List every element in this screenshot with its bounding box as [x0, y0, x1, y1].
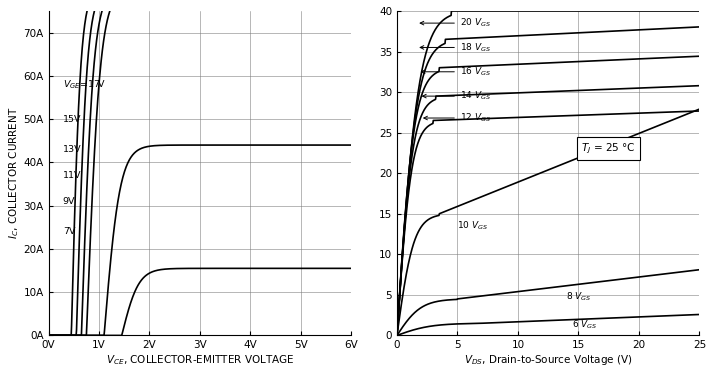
Y-axis label: $I_C$, COLLECTOR CURRENT: $I_C$, COLLECTOR CURRENT: [7, 107, 21, 239]
Text: 20 $V_{GS}$: 20 $V_{GS}$: [420, 17, 491, 30]
Text: 8 $V_{GS}$: 8 $V_{GS}$: [566, 290, 592, 303]
Text: 7V: 7V: [63, 227, 76, 236]
Text: 13V: 13V: [63, 145, 81, 154]
Text: 14 $V_{GS}$: 14 $V_{GS}$: [423, 90, 491, 102]
Text: 18 $V_{GS}$: 18 $V_{GS}$: [420, 41, 491, 54]
Text: 16 $V_{GS}$: 16 $V_{GS}$: [421, 65, 491, 78]
Text: 12 $V_{GS}$: 12 $V_{GS}$: [424, 112, 491, 124]
Text: 15V: 15V: [63, 114, 81, 123]
Text: $T_J$ = 25 °C: $T_J$ = 25 °C: [581, 142, 636, 156]
X-axis label: $V_{CE}$, COLLECTOR-EMITTER VOLTAGE: $V_{CE}$, COLLECTOR-EMITTER VOLTAGE: [106, 353, 294, 367]
Text: $V_{GE}$=17V: $V_{GE}$=17V: [63, 78, 106, 91]
Text: 6 $V_{GS}$: 6 $V_{GS}$: [573, 319, 598, 331]
Text: 10 $V_{GS}$: 10 $V_{GS}$: [458, 220, 488, 232]
X-axis label: $V_{DS}$, Drain-to-Source Voltage (V): $V_{DS}$, Drain-to-Source Voltage (V): [464, 353, 632, 367]
Text: 11V: 11V: [63, 171, 81, 180]
Text: 9V: 9V: [63, 197, 76, 206]
